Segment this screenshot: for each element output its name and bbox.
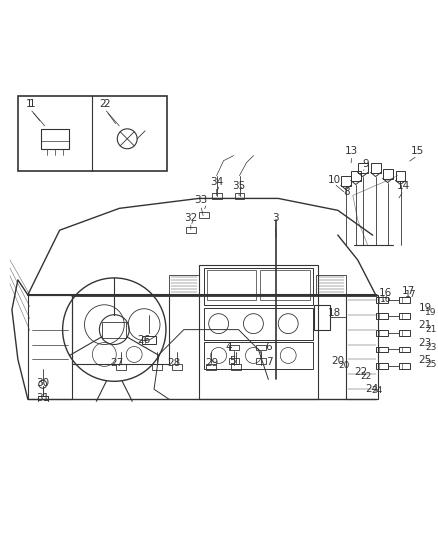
Bar <box>172 365 182 370</box>
Bar <box>399 329 410 336</box>
Bar <box>256 358 266 365</box>
Bar <box>204 268 313 305</box>
Text: 6: 6 <box>265 342 272 351</box>
Bar <box>207 270 256 300</box>
Bar <box>142 336 156 344</box>
Text: 25: 25 <box>425 360 437 369</box>
Text: 26: 26 <box>138 335 151 344</box>
Bar <box>230 365 240 370</box>
Text: 28: 28 <box>167 358 180 368</box>
Text: 23: 23 <box>419 337 432 348</box>
Bar <box>71 295 169 365</box>
Text: 24: 24 <box>365 384 378 394</box>
Bar <box>41 129 69 141</box>
Bar <box>41 129 69 149</box>
Text: 18: 18 <box>328 308 342 318</box>
Text: 1: 1 <box>28 99 35 109</box>
Bar <box>399 313 410 319</box>
Bar <box>116 365 126 370</box>
Text: 15: 15 <box>411 146 424 156</box>
Bar <box>234 193 244 199</box>
Bar <box>399 364 410 369</box>
Bar <box>169 275 199 295</box>
Bar <box>229 358 239 365</box>
Text: 16: 16 <box>379 288 392 298</box>
Bar <box>351 171 361 181</box>
Bar <box>229 344 239 351</box>
Text: 21: 21 <box>425 325 437 334</box>
Bar <box>206 365 215 370</box>
Bar <box>260 270 310 300</box>
Bar <box>102 321 126 337</box>
Bar <box>376 297 388 303</box>
Text: 1: 1 <box>26 99 32 109</box>
Bar <box>28 295 71 399</box>
Bar <box>204 308 313 340</box>
Text: 10: 10 <box>327 174 340 184</box>
Bar <box>186 227 196 233</box>
Text: 17: 17 <box>402 286 415 296</box>
Text: 25: 25 <box>419 356 432 366</box>
Bar <box>256 344 266 351</box>
Text: 27: 27 <box>111 358 124 368</box>
Bar <box>358 163 368 173</box>
Bar <box>399 297 410 303</box>
Text: 29: 29 <box>205 358 218 368</box>
Bar <box>376 346 388 352</box>
Text: 16: 16 <box>380 295 391 304</box>
Text: 22: 22 <box>354 367 367 377</box>
Text: 33: 33 <box>194 196 207 205</box>
Text: 8: 8 <box>343 188 350 197</box>
Text: 20: 20 <box>331 357 344 366</box>
Bar <box>316 275 346 295</box>
Text: 2: 2 <box>103 99 110 109</box>
Text: 22: 22 <box>361 373 372 381</box>
Text: 21: 21 <box>419 320 432 329</box>
Text: 35: 35 <box>232 181 245 190</box>
Bar <box>18 96 167 171</box>
Bar <box>371 163 381 173</box>
Bar <box>204 342 313 369</box>
Bar <box>199 212 208 219</box>
Bar <box>314 305 330 329</box>
Text: 20: 20 <box>338 361 349 370</box>
Bar <box>376 364 388 369</box>
Text: 19: 19 <box>425 308 437 317</box>
Text: 34: 34 <box>210 176 223 187</box>
Text: 7: 7 <box>266 358 272 367</box>
Bar <box>199 265 318 399</box>
Bar <box>399 346 410 352</box>
Bar <box>376 313 388 319</box>
Bar <box>152 365 162 370</box>
Text: 5: 5 <box>229 357 236 366</box>
Bar <box>383 168 392 179</box>
Bar <box>212 193 222 199</box>
Text: 14: 14 <box>397 181 410 190</box>
Bar <box>376 329 388 336</box>
Text: 3: 3 <box>272 213 279 223</box>
Bar <box>346 295 378 399</box>
Text: 24: 24 <box>372 386 383 395</box>
Text: 13: 13 <box>345 146 358 156</box>
Text: 32: 32 <box>184 213 198 223</box>
Text: 31: 31 <box>36 393 49 403</box>
Bar <box>341 175 351 185</box>
Text: 17: 17 <box>404 290 416 299</box>
Text: 19: 19 <box>419 303 432 313</box>
Text: 9: 9 <box>362 159 369 168</box>
Text: 23: 23 <box>425 343 437 352</box>
Text: 30: 30 <box>36 378 49 388</box>
Text: 2: 2 <box>99 99 106 109</box>
Bar <box>396 171 406 181</box>
Text: 4: 4 <box>225 342 232 351</box>
